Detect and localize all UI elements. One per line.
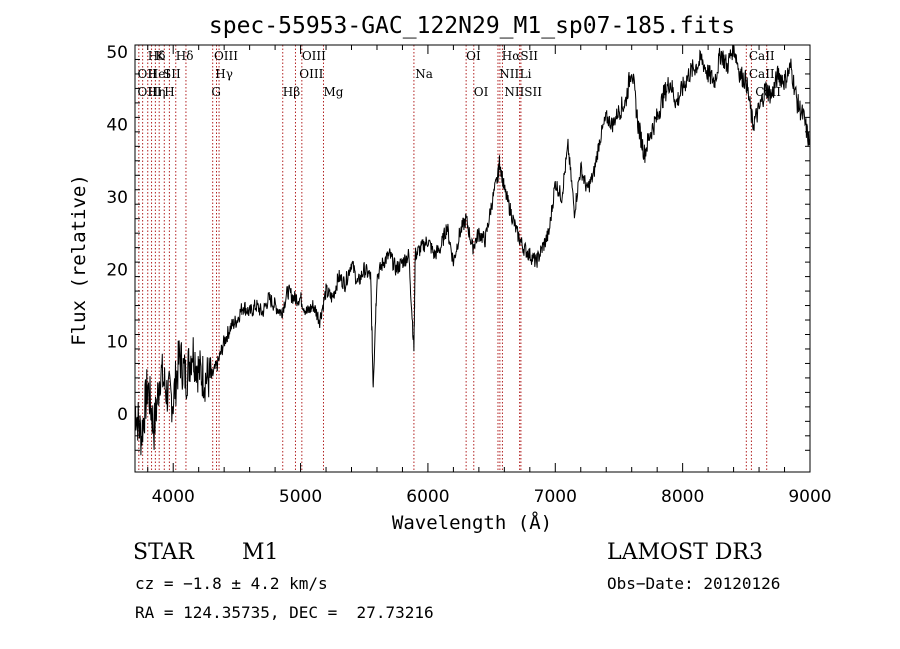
y-tick-label: 20 [106, 260, 128, 280]
line-label: H [164, 85, 174, 99]
spectrum-line [134, 44, 811, 456]
line-label: OII [138, 67, 158, 81]
plot-frame [134, 44, 811, 473]
spectrum-series [134, 44, 811, 456]
line-label: NIISII [504, 85, 542, 99]
x-tick-label: 6000 [406, 487, 449, 507]
line-label: NII [499, 67, 519, 81]
y-tick-label: 30 [106, 188, 128, 208]
x-axis-label: Wavelength (Å) [392, 511, 552, 534]
coordinates: RA = 124.35735, DEC = 27.73216 [135, 603, 434, 622]
y-tick-label: 10 [106, 333, 128, 353]
line-label: OI [474, 85, 489, 99]
x-tick-label: 8000 [661, 487, 704, 507]
line-label: Na [415, 67, 433, 81]
line-label: G [211, 85, 221, 99]
axis-ticks: 4000 5000 6000 7000 8000 9000 0 10 20 30 40 50 [106, 43, 831, 507]
line-label: SII [163, 67, 181, 81]
line-label: Hβ [283, 85, 300, 99]
line-label: Hδ [176, 49, 194, 63]
line-label: OIII [138, 85, 162, 99]
line-label: OIII [299, 67, 323, 81]
y-tick-label: 50 [106, 43, 128, 63]
line-label: Hδ [148, 49, 166, 63]
object-class: STAR [133, 540, 194, 565]
line-label: CaII [749, 49, 775, 63]
object-subclass: M1 [242, 540, 279, 565]
redshift-cz: cz = −1.8 ± 4.2 km/s [135, 574, 328, 593]
line-label: K [155, 49, 165, 63]
chart-title: spec-55953-GAC_122N29_M1_sp07-185.fits [209, 13, 735, 39]
line-label: CaII [749, 67, 775, 81]
line-label: OIII [302, 49, 326, 63]
line-label: CaII [755, 85, 781, 99]
line-label: Hγ [215, 67, 233, 81]
x-tick-label: 4000 [152, 487, 195, 507]
y-axis-label: Flux (relative) [68, 174, 90, 346]
line-label: Mg [323, 85, 343, 99]
x-tick-label: 9000 [788, 487, 831, 507]
survey-name: LAMOST DR3 [607, 540, 763, 565]
line-label: HαSII [502, 49, 539, 63]
y-tick-label: 0 [117, 405, 128, 425]
y-tick-label: 40 [106, 116, 128, 136]
observation-date: Obs−Date: 20120126 [607, 574, 781, 593]
line-label: OIII [214, 49, 238, 63]
line-label: HeI [148, 67, 171, 81]
line-label: Li [520, 67, 532, 81]
line-label: Hη [148, 85, 166, 99]
x-tick-label: 5000 [279, 487, 322, 507]
line-label: OI [466, 49, 481, 63]
marker-lines [138, 45, 768, 472]
x-tick-label: 7000 [534, 487, 577, 507]
